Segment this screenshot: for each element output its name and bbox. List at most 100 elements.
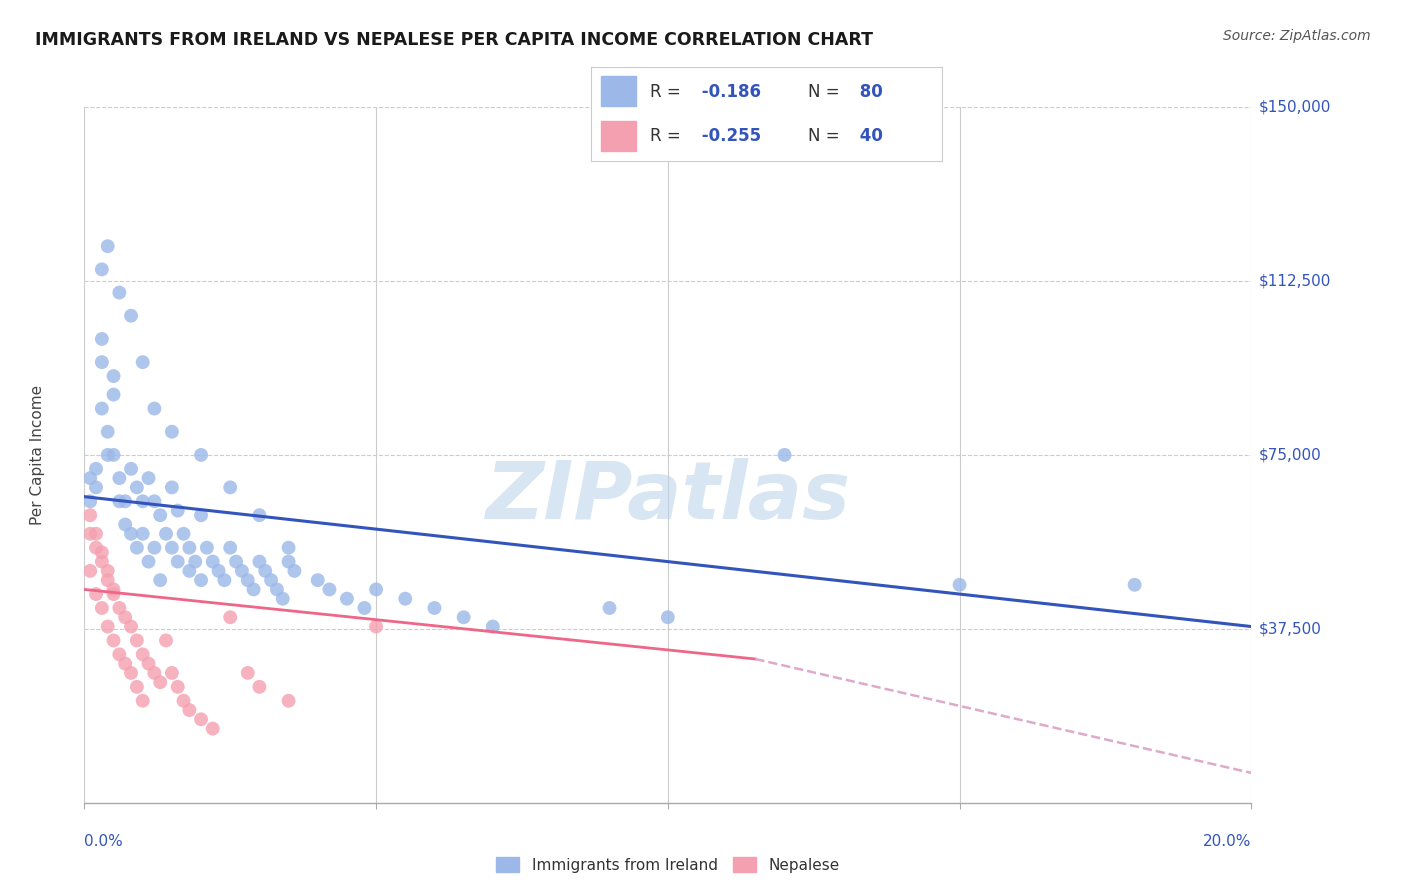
Point (219, 610, 242, 624)
Point (155, 526, 177, 541)
Text: 80: 80 (853, 83, 883, 101)
Point (173, 694, 195, 708)
Point (114, 517, 136, 532)
Point (143, 401, 166, 416)
Text: 20.0%: 20.0% (1204, 834, 1251, 849)
Point (108, 471, 131, 485)
Point (120, 619, 142, 633)
Point (173, 526, 195, 541)
Point (132, 694, 155, 708)
Point (247, 555, 270, 569)
Text: N =: N = (808, 128, 839, 145)
Text: $37,500: $37,500 (1258, 622, 1322, 636)
Point (79, 526, 101, 541)
Point (219, 480, 242, 494)
Point (190, 448, 212, 462)
Point (179, 703, 201, 717)
Point (120, 462, 142, 476)
Point (160, 541, 183, 555)
Text: 40: 40 (853, 128, 883, 145)
Point (132, 648, 155, 662)
Point (160, 425, 183, 439)
Point (97, 239, 120, 253)
Point (773, 448, 796, 462)
Point (453, 610, 475, 624)
Point (132, 494, 155, 508)
Point (266, 582, 288, 597)
Point (114, 494, 136, 508)
Point (84, 526, 107, 541)
Point (423, 601, 446, 615)
Point (97, 448, 120, 462)
Point (242, 582, 264, 597)
Point (90, 332, 112, 346)
Point (143, 665, 166, 680)
Text: R =: R = (650, 83, 681, 101)
Point (231, 564, 253, 578)
Point (103, 387, 125, 401)
Point (657, 610, 679, 624)
Point (366, 619, 388, 633)
Point (1123, 578, 1146, 592)
Point (149, 675, 172, 690)
Point (103, 582, 125, 597)
Point (103, 369, 125, 384)
Point (225, 555, 247, 569)
Text: -0.186: -0.186 (696, 83, 761, 101)
Point (179, 564, 201, 578)
Point (336, 591, 359, 606)
Point (143, 494, 166, 508)
Point (108, 648, 131, 662)
Point (90, 355, 112, 369)
Point (103, 633, 125, 648)
Point (79, 564, 101, 578)
Point (138, 657, 160, 671)
Point (236, 573, 259, 587)
Point (84, 480, 107, 494)
Point (271, 591, 294, 606)
Point (599, 601, 621, 615)
Point (125, 541, 148, 555)
Point (219, 541, 242, 555)
Point (166, 503, 188, 517)
Point (184, 555, 207, 569)
Text: N =: N = (808, 83, 839, 101)
Point (195, 541, 218, 555)
Point (120, 665, 142, 680)
Point (236, 665, 259, 680)
Point (207, 564, 229, 578)
Point (125, 633, 148, 648)
Point (132, 526, 155, 541)
Point (103, 448, 125, 462)
Point (90, 601, 112, 615)
Point (138, 471, 160, 485)
Point (108, 285, 131, 300)
Point (190, 508, 212, 523)
Text: 0.0%: 0.0% (84, 834, 124, 849)
Point (125, 680, 148, 694)
Text: R =: R = (650, 128, 681, 145)
Point (97, 564, 120, 578)
Bar (602, 77, 636, 106)
Point (114, 657, 136, 671)
Point (179, 541, 201, 555)
Point (120, 526, 142, 541)
Point (90, 262, 112, 277)
Point (166, 680, 188, 694)
Text: $112,500: $112,500 (1258, 274, 1330, 288)
Point (260, 573, 283, 587)
Text: ZIPatlas: ZIPatlas (485, 458, 851, 536)
Point (84, 587, 107, 601)
Point (160, 665, 183, 680)
Point (277, 694, 299, 708)
Point (120, 309, 142, 323)
Point (201, 555, 224, 569)
Point (277, 541, 299, 555)
Point (149, 508, 172, 523)
Point (138, 555, 160, 569)
Point (366, 582, 388, 597)
Point (84, 541, 107, 555)
Point (132, 355, 155, 369)
Point (190, 712, 212, 726)
Text: IMMIGRANTS FROM IRELAND VS NEPALESE PER CAPITA INCOME CORRELATION CHART: IMMIGRANTS FROM IRELAND VS NEPALESE PER … (35, 31, 873, 49)
